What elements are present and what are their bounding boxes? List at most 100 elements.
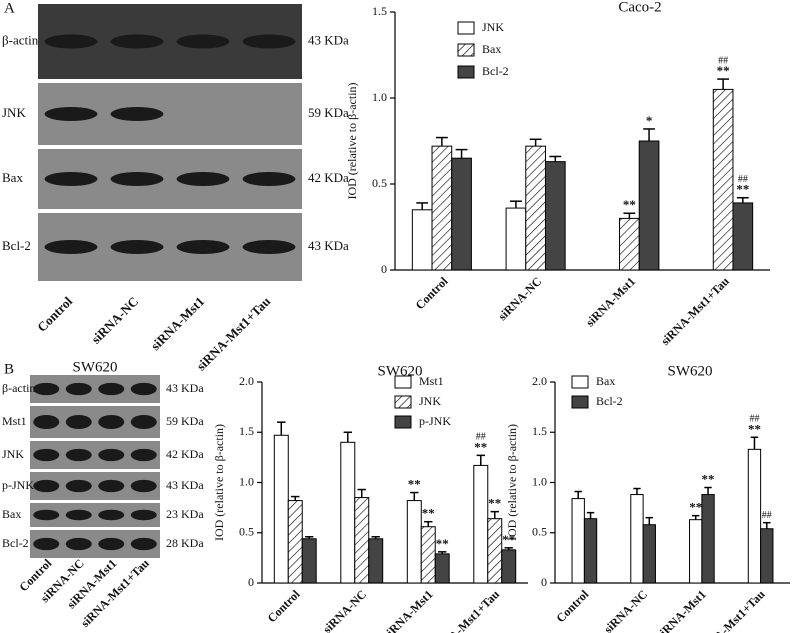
bar xyxy=(583,518,598,584)
x-tick-label: Control xyxy=(413,274,451,312)
blot-size-label: 23 KDa xyxy=(166,507,204,521)
bar xyxy=(340,441,356,584)
blot-size-label: 43 KDa xyxy=(308,238,349,253)
y-tick-label: 1.5 xyxy=(372,4,387,18)
bar xyxy=(712,88,734,271)
legend-swatch xyxy=(571,375,589,389)
blot-band xyxy=(110,240,164,254)
bar xyxy=(571,498,585,584)
blot-band xyxy=(98,479,125,493)
significance-mark: ** xyxy=(436,536,449,551)
blot-band xyxy=(33,479,60,493)
bar xyxy=(301,538,317,584)
legend-label: Bcl-2 xyxy=(482,64,509,78)
legend-swatch xyxy=(394,415,412,429)
bar xyxy=(368,538,384,584)
blot-band xyxy=(110,172,164,186)
legend-swatch xyxy=(571,395,589,409)
blot-row-label: Bcl-2 xyxy=(2,238,31,253)
legend-swatch xyxy=(457,21,475,35)
blot-size-label: 43 KDa xyxy=(166,478,204,492)
bar xyxy=(732,202,754,271)
blot-title: SW620 xyxy=(73,359,118,375)
blot-row-label: p-JNK xyxy=(2,478,34,492)
blot-band xyxy=(176,240,230,254)
blot-row-label: Bax xyxy=(2,170,23,185)
legend-swatch xyxy=(394,395,412,409)
x-tick-label: siRNA-Mst1 xyxy=(583,274,638,329)
bar xyxy=(701,494,715,584)
lane-label: Control xyxy=(34,293,75,334)
blot-band xyxy=(98,448,125,462)
significance-mark: ** xyxy=(474,439,487,454)
bar xyxy=(505,207,527,271)
significance-mark: ** xyxy=(623,197,636,212)
significance-mark: ** xyxy=(422,506,435,521)
blot-band xyxy=(242,34,296,49)
blot-size-label: 59 KDa xyxy=(166,414,204,428)
y-tick-label: 2.0 xyxy=(532,374,547,388)
blot-band xyxy=(65,415,92,429)
blot-band xyxy=(130,537,157,551)
significance-mark: ** xyxy=(736,182,749,197)
blot-row-label: Bax xyxy=(2,507,21,521)
blot-band xyxy=(242,240,296,254)
significance-mark: ** xyxy=(748,421,761,436)
panel-label: B xyxy=(4,361,14,377)
blot-band xyxy=(33,509,60,521)
blot-band xyxy=(65,509,92,521)
blot-row-label: JNK xyxy=(2,447,24,461)
bar xyxy=(273,434,289,584)
legend-label: JNK xyxy=(482,20,504,34)
y-tick-label: 1.0 xyxy=(372,90,387,104)
significance-mark: * xyxy=(646,113,653,128)
blot-band xyxy=(33,415,60,429)
blot-band xyxy=(44,240,98,254)
blot-band xyxy=(98,415,125,429)
bar xyxy=(473,464,489,584)
significance-mark: ## xyxy=(749,414,759,425)
blot-size-label: 28 KDa xyxy=(166,536,204,550)
significance-mark: ** xyxy=(408,477,421,492)
legend-label: Bcl-2 xyxy=(596,394,623,408)
blot-band xyxy=(130,415,157,429)
bar xyxy=(760,528,774,584)
bar xyxy=(431,145,453,271)
bar xyxy=(287,500,303,584)
y-axis-label: IOD (relative to β-actin) xyxy=(212,424,226,541)
x-tick-label: Control xyxy=(265,587,303,625)
bar xyxy=(638,140,660,271)
y-axis-label: IOD (relative to β-actin) xyxy=(505,424,519,541)
x-tick-label: siRNA-NC xyxy=(320,587,369,633)
blot-band xyxy=(130,509,157,521)
bar xyxy=(487,518,503,584)
x-tick-label: siRNA-NC xyxy=(601,587,650,633)
bar xyxy=(747,448,762,584)
chart-title: Caco-2 xyxy=(618,0,661,15)
legend-swatch xyxy=(457,65,475,79)
bar xyxy=(451,157,472,271)
blot-band xyxy=(65,382,92,396)
x-tick-label: siRNA-Mst1 xyxy=(654,587,709,633)
blot-size-label: 43 KDa xyxy=(166,381,204,395)
blot-band xyxy=(65,448,92,462)
blot-row-label: JNK xyxy=(2,105,26,120)
significance-mark: ** xyxy=(702,472,715,487)
blot-band xyxy=(176,172,230,186)
bar xyxy=(354,497,370,584)
blot-band xyxy=(98,382,125,396)
x-tick-label: siRNA-Mst1+Tau xyxy=(428,587,502,633)
lane-label: siRNA-NC xyxy=(88,294,141,347)
significance-mark: ** xyxy=(689,500,702,515)
y-tick-label: 0 xyxy=(381,262,387,276)
significance-mark: ** xyxy=(488,496,501,511)
blot-band xyxy=(98,509,125,521)
lane-label: siRNA-Mst1 xyxy=(148,294,208,354)
bar xyxy=(525,145,546,271)
x-tick-label: siRNA-Mst1 xyxy=(380,587,435,633)
bar xyxy=(411,209,433,271)
legend-swatch xyxy=(394,375,412,389)
blot-band xyxy=(65,479,92,493)
y-tick-label: 2.0 xyxy=(239,374,254,388)
